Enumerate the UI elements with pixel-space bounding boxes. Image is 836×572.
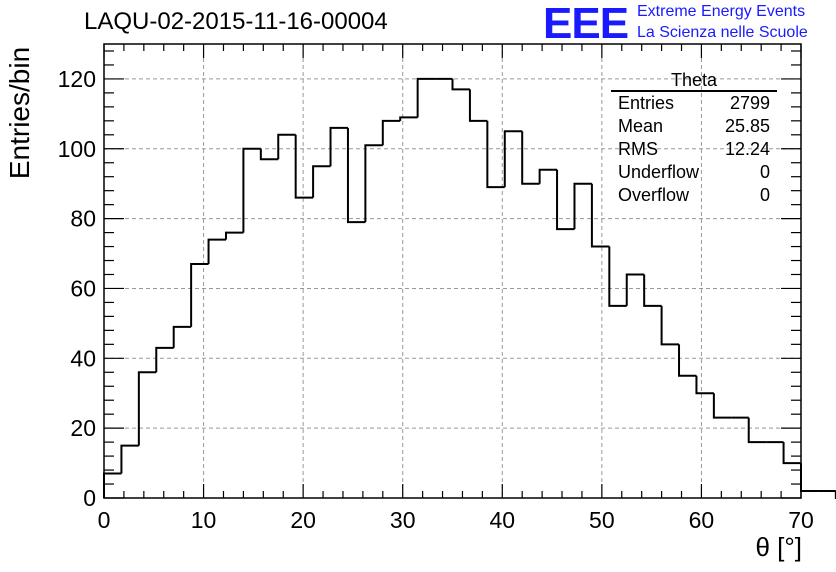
histogram-bin (364, 144, 383, 223)
histogram-bin (643, 274, 662, 307)
histogram-bin (277, 133, 296, 160)
histogram-bin (695, 375, 714, 395)
histogram-bin (259, 148, 279, 161)
stats-divider (611, 90, 777, 92)
histogram-bin (137, 371, 157, 446)
stats-value: 12.24 (724, 139, 770, 159)
x-tick-label: 20 (290, 507, 316, 533)
y-tick-label: 40 (70, 345, 96, 371)
histogram-bin (346, 127, 366, 224)
histogram-bin (538, 168, 558, 184)
logo-tagline-2: La Scienza nelle Scuole (637, 24, 808, 41)
histogram-bin (625, 273, 645, 306)
stats-key: Underflow (618, 162, 700, 182)
logo-tagline-1: Extreme Energy Events (637, 3, 806, 20)
plot-title: LAQU-02-2015-11-16-00004 (84, 8, 388, 35)
histogram-bin (660, 305, 680, 346)
histogram-bin (573, 182, 592, 230)
y-tick-label: 20 (70, 415, 96, 441)
x-axis-label: θ [°] (755, 532, 802, 562)
histogram-bin (329, 126, 348, 167)
histogram-bin (486, 120, 505, 189)
histogram-bin (800, 463, 819, 493)
stats-key: Overflow (618, 185, 690, 205)
y-tick-label: 0 (83, 485, 96, 511)
stats-key: Mean (618, 116, 664, 136)
histogram-bin (608, 246, 627, 307)
y-tick-label: 120 (58, 66, 96, 92)
x-tick-label: 70 (788, 507, 814, 533)
eee-logo: EEE (543, 0, 629, 48)
stats-value: 0 (759, 162, 770, 182)
histogram-bin (521, 131, 540, 185)
histogram-bin (155, 346, 174, 373)
histogram-bin (242, 147, 261, 233)
stats-value: 25.85 (724, 116, 770, 136)
histogram-bin (294, 134, 314, 199)
histogram-bin (451, 78, 470, 91)
histogram-bin (190, 263, 209, 327)
y-axis-label: Entries/bin (4, 46, 35, 180)
histogram-bin (381, 119, 401, 146)
y-tick-label: 100 (58, 136, 96, 162)
histogram-bin (468, 89, 488, 122)
histogram-bin (416, 77, 436, 118)
y-tick-label: 80 (70, 206, 96, 232)
x-tick-label: 50 (589, 507, 615, 533)
histogram-bin (712, 393, 732, 419)
histogram-bin (556, 169, 575, 231)
x-tick-label: 60 (689, 507, 715, 533)
y-tick-label: 60 (70, 275, 96, 301)
histogram-bin (224, 231, 244, 240)
histogram-bin (503, 130, 523, 188)
x-tick-label: 10 (191, 507, 217, 533)
histogram-bin (747, 417, 767, 444)
histogram-bin (103, 472, 122, 498)
stats-key: Entries (618, 93, 675, 113)
histogram-bin (590, 183, 610, 248)
stats-value: 0 (759, 185, 770, 205)
x-tick-label: 30 (390, 507, 416, 533)
x-tick-label: 0 (98, 507, 111, 533)
stats-value: 2799 (729, 93, 770, 113)
plot-frame (103, 43, 802, 499)
histogram-bin (120, 444, 139, 474)
histogram-bin (399, 116, 418, 121)
stats-title: Theta (670, 70, 718, 90)
x-tick-label: 40 (489, 507, 515, 533)
histogram-bin (207, 238, 226, 265)
stats-key: RMS (618, 139, 658, 159)
histogram-bin (678, 344, 697, 377)
histogram-bin (782, 442, 801, 465)
histogram-bin (172, 325, 192, 348)
histogram-bin (312, 165, 331, 198)
